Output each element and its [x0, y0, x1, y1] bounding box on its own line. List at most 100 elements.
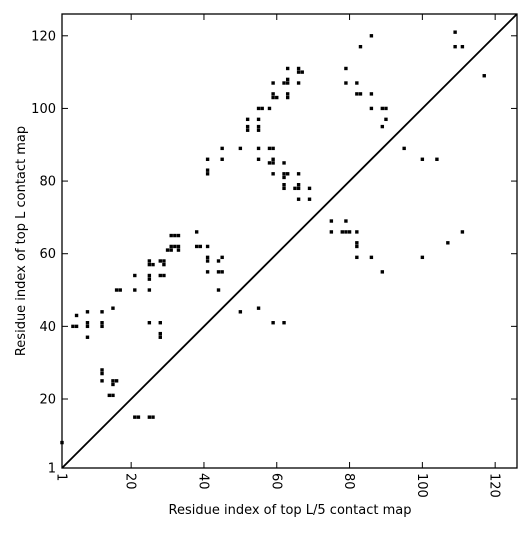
- data-point: [446, 241, 450, 245]
- data-point: [285, 95, 290, 100]
- data-point: [107, 393, 112, 398]
- data-point: [194, 244, 199, 249]
- y-tick-label: 40: [39, 320, 56, 335]
- data-point: [453, 44, 457, 49]
- data-point: [173, 233, 177, 238]
- data-point: [220, 157, 224, 161]
- data-point: [271, 146, 275, 151]
- y-tick-label: 20: [39, 392, 56, 407]
- x-tick-label: 100: [414, 473, 429, 498]
- data-point: [256, 124, 261, 129]
- data-point: [205, 270, 210, 274]
- data-point: [158, 331, 162, 336]
- data-point: [256, 157, 261, 161]
- data-point: [136, 415, 141, 419]
- data-point: [216, 288, 221, 292]
- data-point: [245, 117, 250, 122]
- data-point: [162, 259, 166, 263]
- data-point: [158, 335, 162, 339]
- plot-area: [60, 14, 517, 468]
- data-point: [165, 248, 170, 252]
- data-point: [296, 172, 301, 176]
- data-point: [282, 81, 286, 85]
- data-point: [384, 106, 388, 111]
- data-point: [275, 95, 279, 100]
- data-point: [271, 172, 275, 176]
- data-point: [260, 106, 264, 111]
- data-point: [114, 288, 119, 292]
- data-point: [245, 124, 250, 129]
- data-point: [111, 393, 115, 398]
- data-point: [282, 321, 286, 325]
- data-point: [100, 321, 104, 325]
- data-point: [151, 262, 155, 267]
- diagonal-reference-line: [62, 14, 517, 468]
- data-point: [329, 219, 334, 223]
- data-point: [344, 66, 348, 71]
- data-point: [158, 321, 162, 325]
- data-point: [162, 262, 166, 267]
- data-point: [482, 74, 486, 78]
- data-point: [282, 183, 286, 187]
- data-point: [74, 313, 79, 318]
- data-point: [114, 379, 119, 383]
- x-tick-label: 60: [268, 473, 283, 490]
- data-point: [355, 244, 359, 249]
- data-point: [238, 146, 243, 151]
- data-point: [355, 241, 359, 245]
- data-point: [369, 92, 374, 96]
- data-point: [205, 172, 210, 176]
- data-point: [347, 230, 352, 234]
- data-point: [169, 244, 173, 249]
- data-point: [147, 277, 152, 281]
- data-point: [220, 146, 224, 151]
- data-point: [355, 92, 359, 96]
- data-point: [256, 128, 261, 132]
- data-point: [147, 273, 152, 278]
- data-point: [296, 186, 301, 191]
- data-point: [369, 106, 374, 111]
- data-point: [238, 310, 243, 314]
- data-point: [71, 324, 75, 329]
- data-point: [420, 157, 425, 161]
- data-point: [329, 230, 334, 234]
- data-point: [307, 197, 312, 201]
- data-point: [285, 81, 290, 85]
- data-point: [267, 161, 272, 165]
- data-point: [147, 259, 152, 263]
- data-point: [173, 244, 177, 249]
- data-point: [435, 157, 439, 161]
- data-point: [271, 81, 275, 85]
- data-point: [198, 244, 203, 249]
- data-point: [147, 321, 152, 325]
- data-point: [380, 124, 385, 129]
- data-point: [271, 95, 275, 100]
- data-point: [271, 321, 275, 325]
- data-point: [460, 44, 465, 49]
- x-tick-label: 80: [341, 473, 356, 490]
- data-point: [111, 379, 115, 383]
- data-point: [100, 371, 104, 376]
- data-point: [420, 255, 425, 260]
- y-tick-label: 120: [31, 29, 56, 44]
- data-point: [307, 186, 312, 191]
- data-point: [133, 288, 137, 292]
- data-point: [384, 117, 388, 122]
- data-point: [100, 368, 104, 372]
- data-point: [271, 92, 275, 96]
- data-point: [296, 197, 301, 201]
- data-point: [344, 81, 348, 85]
- data-point: [296, 70, 301, 74]
- data-point: [111, 382, 115, 387]
- data-point: [282, 175, 286, 180]
- data-point: [74, 324, 79, 329]
- data-point: [267, 146, 272, 151]
- data-point: [85, 324, 90, 329]
- y-tick-label: 60: [39, 247, 56, 262]
- data-point: [245, 128, 250, 132]
- data-point: [216, 259, 221, 263]
- data-point: [380, 106, 385, 111]
- data-point: [256, 117, 261, 122]
- x-tick-label: 120: [487, 473, 502, 498]
- data-point: [380, 270, 385, 274]
